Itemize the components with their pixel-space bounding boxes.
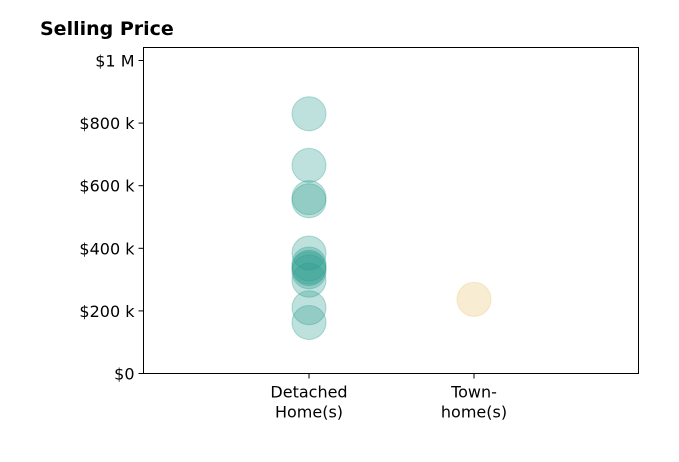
y-axis: $0 $200 k $400 k $600 k $800 k $1 M xyxy=(79,52,144,384)
x-tick-label-line: Town- xyxy=(450,383,497,402)
data-point xyxy=(291,254,327,290)
data-point xyxy=(291,262,327,298)
data-point xyxy=(291,147,327,183)
plot-frame xyxy=(143,47,639,374)
data-point xyxy=(456,281,492,317)
y-tick-label: $800 k xyxy=(79,114,135,133)
data-point xyxy=(291,249,327,285)
x-tick-label: Detached Home(s) xyxy=(270,383,347,422)
data-point xyxy=(291,96,327,132)
data-point xyxy=(291,183,327,219)
x-tick-label-line: Home(s) xyxy=(275,403,343,422)
chart-title: Selling Price xyxy=(40,18,174,40)
data-point xyxy=(291,290,327,326)
y-tick-label: $200 k xyxy=(79,302,135,321)
data-point xyxy=(291,246,327,282)
y-tick-label: $1 M xyxy=(95,52,134,71)
y-tick-label: $600 k xyxy=(79,177,135,196)
x-tick-label-line: Detached xyxy=(270,383,347,402)
data-point xyxy=(291,180,327,216)
x-tick-label: Town-home(s) xyxy=(441,383,507,422)
data-point xyxy=(291,235,327,271)
y-tick-label: $400 k xyxy=(79,239,135,258)
x-tick-label-line: home(s) xyxy=(441,403,507,422)
y-tick-label: $0 xyxy=(114,365,134,384)
x-axis: Detached Home(s) Town-home(s) xyxy=(270,373,507,422)
data-point xyxy=(291,251,327,287)
data-point xyxy=(291,304,327,340)
points-layer xyxy=(291,96,492,340)
